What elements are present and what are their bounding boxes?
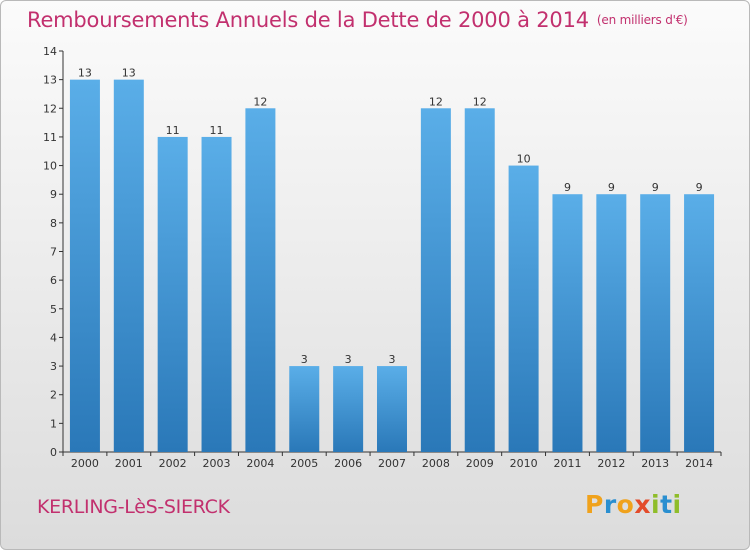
bar-value-label: 9 (652, 181, 659, 194)
x-tick-label: 2007 (378, 457, 406, 470)
bar (157, 136, 188, 452)
y-tick-label: 5 (50, 303, 57, 316)
bar-value-label: 9 (564, 181, 571, 194)
bar-value-label: 10 (517, 153, 531, 166)
x-tick-label: 2003 (203, 457, 231, 470)
x-tick-label: 2008 (422, 457, 450, 470)
bar (596, 194, 627, 452)
title-unit: (en milliers d'€) (596, 13, 688, 27)
x-tick-label: 2001 (115, 457, 143, 470)
bar-value-label: 9 (696, 181, 703, 194)
x-tick-label: 2014 (685, 457, 713, 470)
x-tick-label: 2011 (553, 457, 581, 470)
bar (464, 108, 495, 453)
x-tick-label: 2013 (641, 457, 669, 470)
x-tick-label: 2006 (334, 457, 362, 470)
title-text: Remboursements Annuels de la Dette de 20… (27, 8, 589, 32)
bar-value-label: 11 (166, 124, 180, 137)
y-tick-label: 0 (50, 446, 57, 459)
bar-value-label: 3 (345, 353, 352, 366)
bar (69, 79, 100, 453)
y-tick-label: 6 (50, 274, 57, 287)
bar (684, 194, 715, 452)
y-tick-label: 4 (50, 331, 57, 344)
x-tick-label: 2000 (71, 457, 99, 470)
x-tick-label: 2002 (159, 457, 187, 470)
bar-value-label: 13 (78, 67, 92, 80)
bar (113, 79, 144, 453)
bar (245, 108, 276, 453)
bar-value-label: 12 (473, 95, 487, 108)
bar (508, 165, 539, 453)
y-tick-label: 12 (43, 102, 57, 115)
bar (377, 366, 407, 452)
x-tick-label: 2012 (597, 457, 625, 470)
bar-value-label: 3 (301, 353, 308, 366)
y-tick-label: 1 (50, 417, 57, 430)
bar (201, 136, 232, 452)
y-tick-label: 10 (43, 160, 57, 173)
y-tick-label: 14 (43, 45, 57, 58)
bar (420, 108, 451, 453)
y-tick-label: 13 (43, 74, 57, 87)
bar-value-label: 12 (429, 95, 443, 108)
y-tick-label: 9 (50, 188, 57, 201)
bar (289, 366, 320, 452)
y-tick-label: 11 (43, 131, 57, 144)
bar-value-label: 3 (389, 353, 396, 366)
bar-value-label: 12 (253, 95, 267, 108)
x-tick-label: 2010 (510, 457, 538, 470)
x-tick-label: 2004 (246, 457, 274, 470)
x-tick-label: 2009 (466, 457, 494, 470)
bar-value-label: 11 (210, 124, 224, 137)
bar (640, 194, 671, 452)
y-tick-label: 7 (50, 246, 57, 259)
y-tick-label: 3 (50, 360, 57, 373)
y-tick-label: 2 (50, 389, 57, 402)
x-tick-label: 2005 (290, 457, 318, 470)
y-tick-label: 8 (50, 217, 57, 230)
bar-value-label: 13 (122, 67, 136, 80)
bar (552, 194, 583, 452)
chart-title: Remboursements Annuels de la Dette de 20… (27, 8, 688, 32)
proxiti-logo[interactable]: Proxiti (585, 490, 682, 519)
town-name: KERLING-LèS-SIERCK (37, 496, 230, 518)
bar (333, 366, 364, 452)
bar-value-label: 9 (608, 181, 615, 194)
